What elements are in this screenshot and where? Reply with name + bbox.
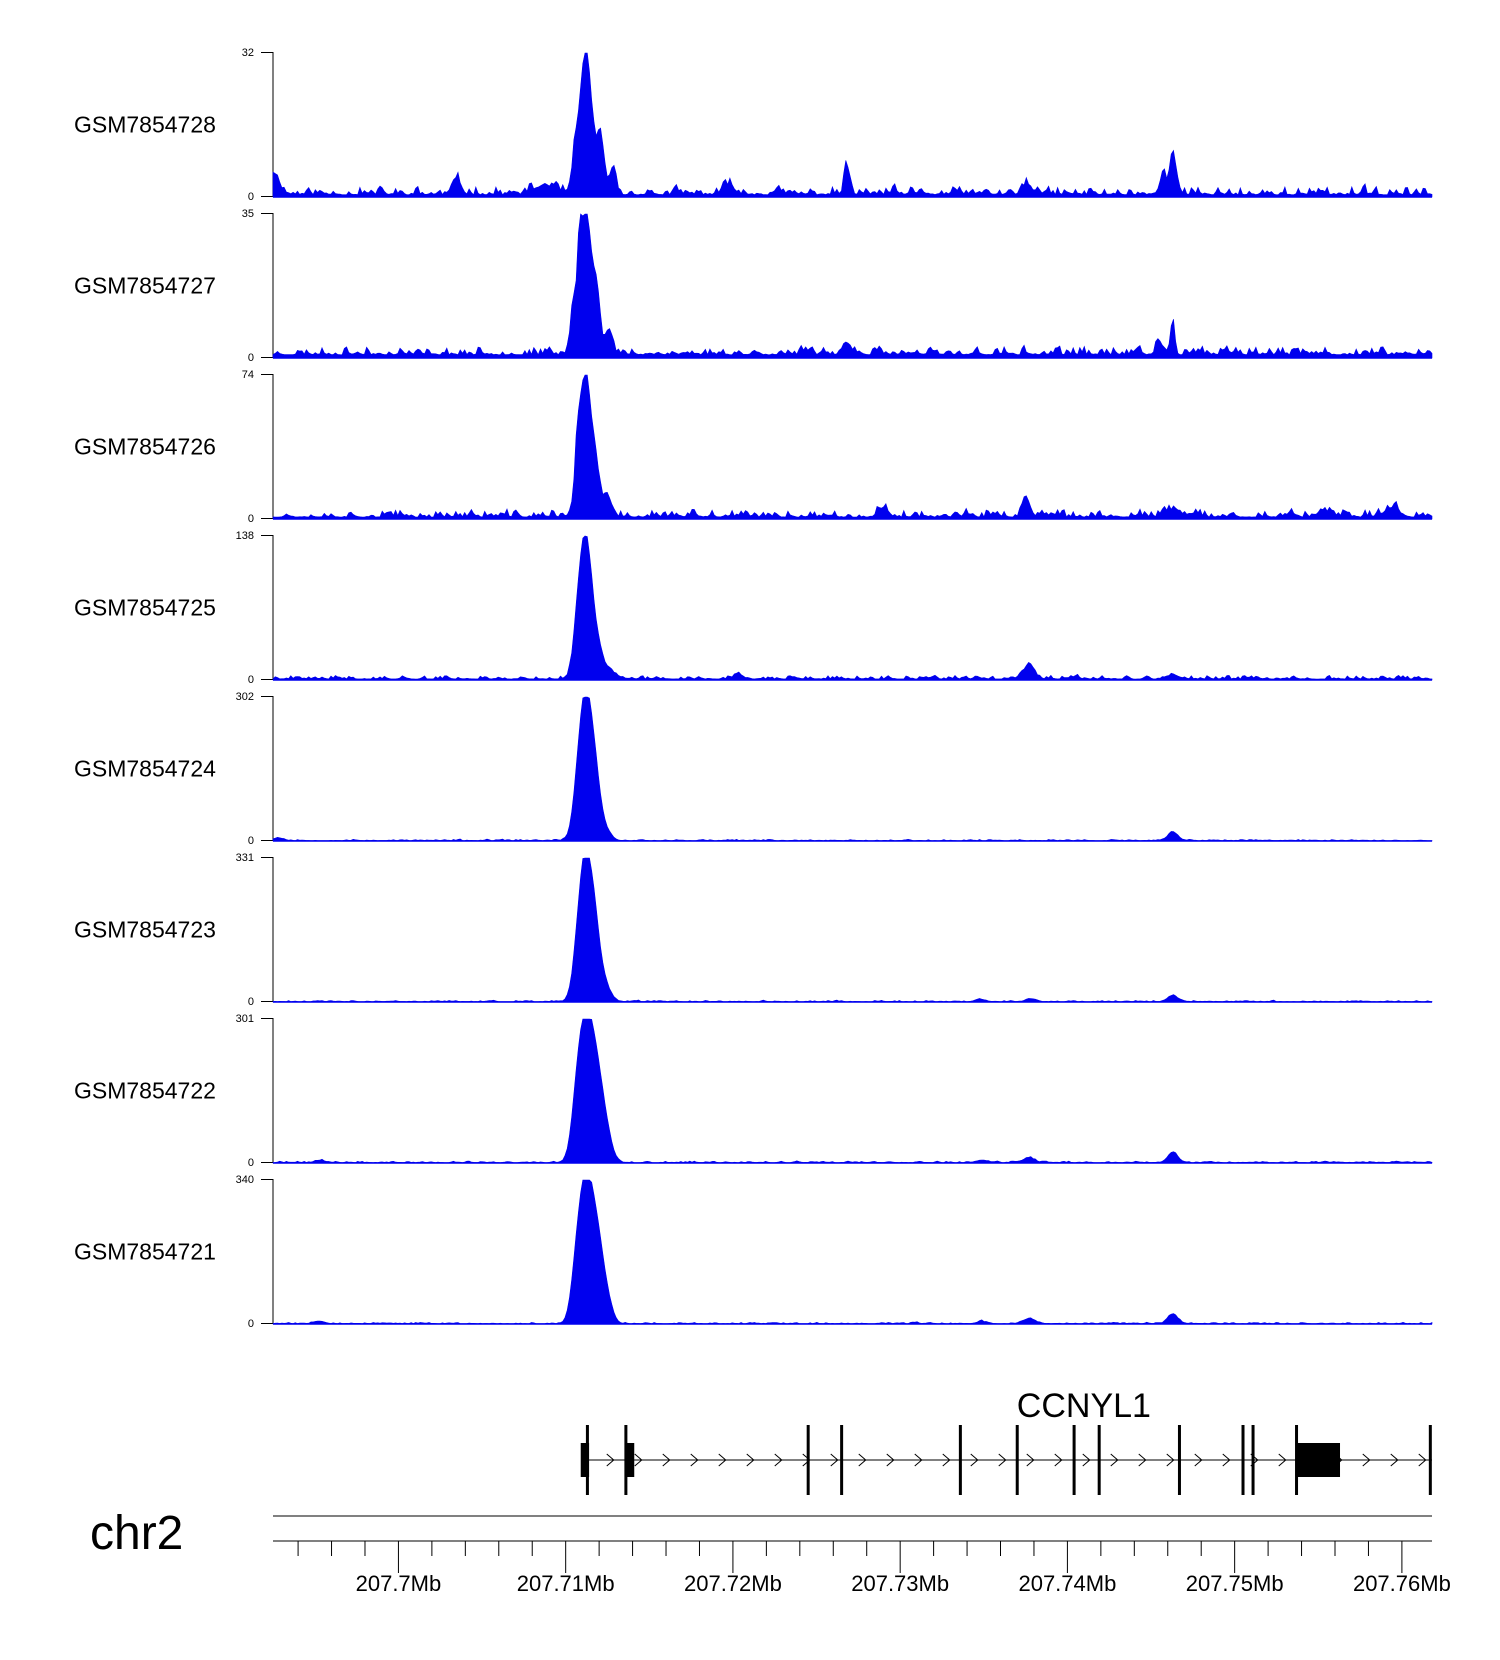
exon-mark bbox=[1072, 1425, 1076, 1495]
y-max-label: 32 bbox=[242, 47, 254, 59]
strand-arrow bbox=[1026, 1453, 1035, 1467]
y-max-label: 35 bbox=[242, 208, 254, 220]
track-label: GSM7854728 bbox=[74, 112, 216, 138]
x-tick-label: 207.76Mb bbox=[1353, 1571, 1451, 1596]
exon-mark bbox=[1177, 1425, 1181, 1495]
coverage-area bbox=[272, 213, 1433, 359]
track-label: GSM7854721 bbox=[74, 1239, 216, 1265]
genome-axis: chr2 207.7Mb 207.71Mb 207.72Mb 207.73Mb 207.7… bbox=[90, 1507, 1451, 1596]
track: GSM7854723 331 0 bbox=[74, 852, 1433, 1008]
exon-mark bbox=[806, 1425, 810, 1495]
strand-arrow bbox=[1362, 1453, 1371, 1467]
strand-arrow bbox=[886, 1453, 895, 1467]
coverage-area bbox=[272, 857, 1433, 1003]
track-label: GSM7854726 bbox=[74, 434, 216, 460]
strand-arrow bbox=[1194, 1453, 1203, 1467]
exon-mark bbox=[958, 1425, 962, 1495]
strand-arrow bbox=[634, 1453, 643, 1467]
strand-arrow bbox=[970, 1453, 979, 1467]
y-min-label: 0 bbox=[248, 1318, 254, 1330]
exon-mark bbox=[1251, 1425, 1255, 1495]
exon-mark bbox=[1241, 1425, 1245, 1495]
track: GSM7854721 340 0 bbox=[74, 1174, 1433, 1330]
track: GSM7854722 301 0 bbox=[74, 1013, 1433, 1169]
coverage-area bbox=[272, 374, 1433, 520]
y-min-label: 0 bbox=[248, 1157, 254, 1169]
coverage-tracks: GSM7854728320GSM7854727350GSM7854726740G… bbox=[74, 47, 1433, 1330]
y-max-label: 340 bbox=[236, 1174, 254, 1186]
coverage-area bbox=[272, 535, 1433, 681]
strand-arrow bbox=[1418, 1453, 1427, 1467]
gene-annotation-track: CCNYL1 bbox=[580, 1387, 1432, 1495]
coverage-area bbox=[272, 52, 1433, 198]
y-min-label: 0 bbox=[248, 352, 254, 364]
track-label: GSM7854723 bbox=[74, 917, 216, 943]
y-min-label: 0 bbox=[248, 835, 254, 847]
exon-mark bbox=[1428, 1425, 1432, 1495]
x-tick-label: 207.75Mb bbox=[1186, 1571, 1284, 1596]
exon-mark bbox=[1015, 1425, 1019, 1495]
exon-mark bbox=[1097, 1425, 1101, 1495]
x-tick-label: 207.72Mb bbox=[684, 1571, 782, 1596]
strand-arrow bbox=[774, 1453, 783, 1467]
strand-arrow bbox=[1390, 1453, 1399, 1467]
track: GSM7854726 74 0 bbox=[74, 369, 1433, 525]
track-label: GSM7854725 bbox=[74, 595, 216, 621]
strand-arrow bbox=[858, 1453, 867, 1467]
track: GSM7854725 138 0 bbox=[74, 530, 1433, 686]
exon-block bbox=[625, 1443, 635, 1477]
strand-arrow bbox=[746, 1453, 755, 1467]
track-label: GSM7854724 bbox=[74, 756, 216, 782]
x-tick-label: 207.73Mb bbox=[851, 1571, 949, 1596]
strand-arrow bbox=[662, 1453, 671, 1467]
track-label: GSM7854722 bbox=[74, 1078, 216, 1104]
track: GSM7854724 302 0 bbox=[74, 691, 1433, 847]
strand-arrow bbox=[1166, 1453, 1175, 1467]
x-tick-label: 207.71Mb bbox=[517, 1571, 615, 1596]
strand-arrow bbox=[802, 1453, 811, 1467]
strand-arrow bbox=[1278, 1453, 1287, 1467]
strand-arrow bbox=[914, 1453, 923, 1467]
strand-arrow bbox=[830, 1453, 839, 1467]
strand-arrow bbox=[1082, 1453, 1091, 1467]
y-max-label: 74 bbox=[242, 369, 254, 381]
x-tick-label: 207.74Mb bbox=[1018, 1571, 1116, 1596]
strand-arrow bbox=[606, 1453, 615, 1467]
exon-mark bbox=[840, 1425, 844, 1495]
strand-arrow bbox=[1054, 1453, 1063, 1467]
exon-block bbox=[1296, 1443, 1341, 1477]
track-label: GSM7854727 bbox=[74, 273, 216, 299]
x-tick-label: 207.7Mb bbox=[356, 1571, 442, 1596]
strand-arrow bbox=[1110, 1453, 1119, 1467]
strand-arrow bbox=[942, 1453, 951, 1467]
y-max-label: 138 bbox=[236, 530, 254, 542]
y-max-label: 331 bbox=[236, 852, 254, 864]
coverage-area bbox=[272, 696, 1433, 842]
strand-arrow bbox=[1222, 1453, 1231, 1467]
strand-arrow bbox=[690, 1453, 699, 1467]
strand-arrow bbox=[718, 1453, 727, 1467]
chromosome-label: chr2 bbox=[90, 1507, 183, 1560]
coverage-area bbox=[272, 1179, 1433, 1325]
y-max-label: 301 bbox=[236, 1013, 254, 1025]
y-min-label: 0 bbox=[248, 674, 254, 686]
track: GSM7854728 32 0 bbox=[74, 47, 1433, 203]
coverage-area bbox=[272, 1018, 1433, 1164]
strand-arrow bbox=[1138, 1453, 1147, 1467]
strand-arrow bbox=[998, 1453, 1007, 1467]
y-min-label: 0 bbox=[248, 513, 254, 525]
y-max-label: 302 bbox=[236, 691, 254, 703]
track: GSM7854727 35 0 bbox=[74, 208, 1433, 364]
y-min-label: 0 bbox=[248, 996, 254, 1008]
gene-name-label: CCNYL1 bbox=[1017, 1387, 1151, 1425]
exon-block bbox=[580, 1443, 590, 1477]
y-min-label: 0 bbox=[248, 191, 254, 203]
